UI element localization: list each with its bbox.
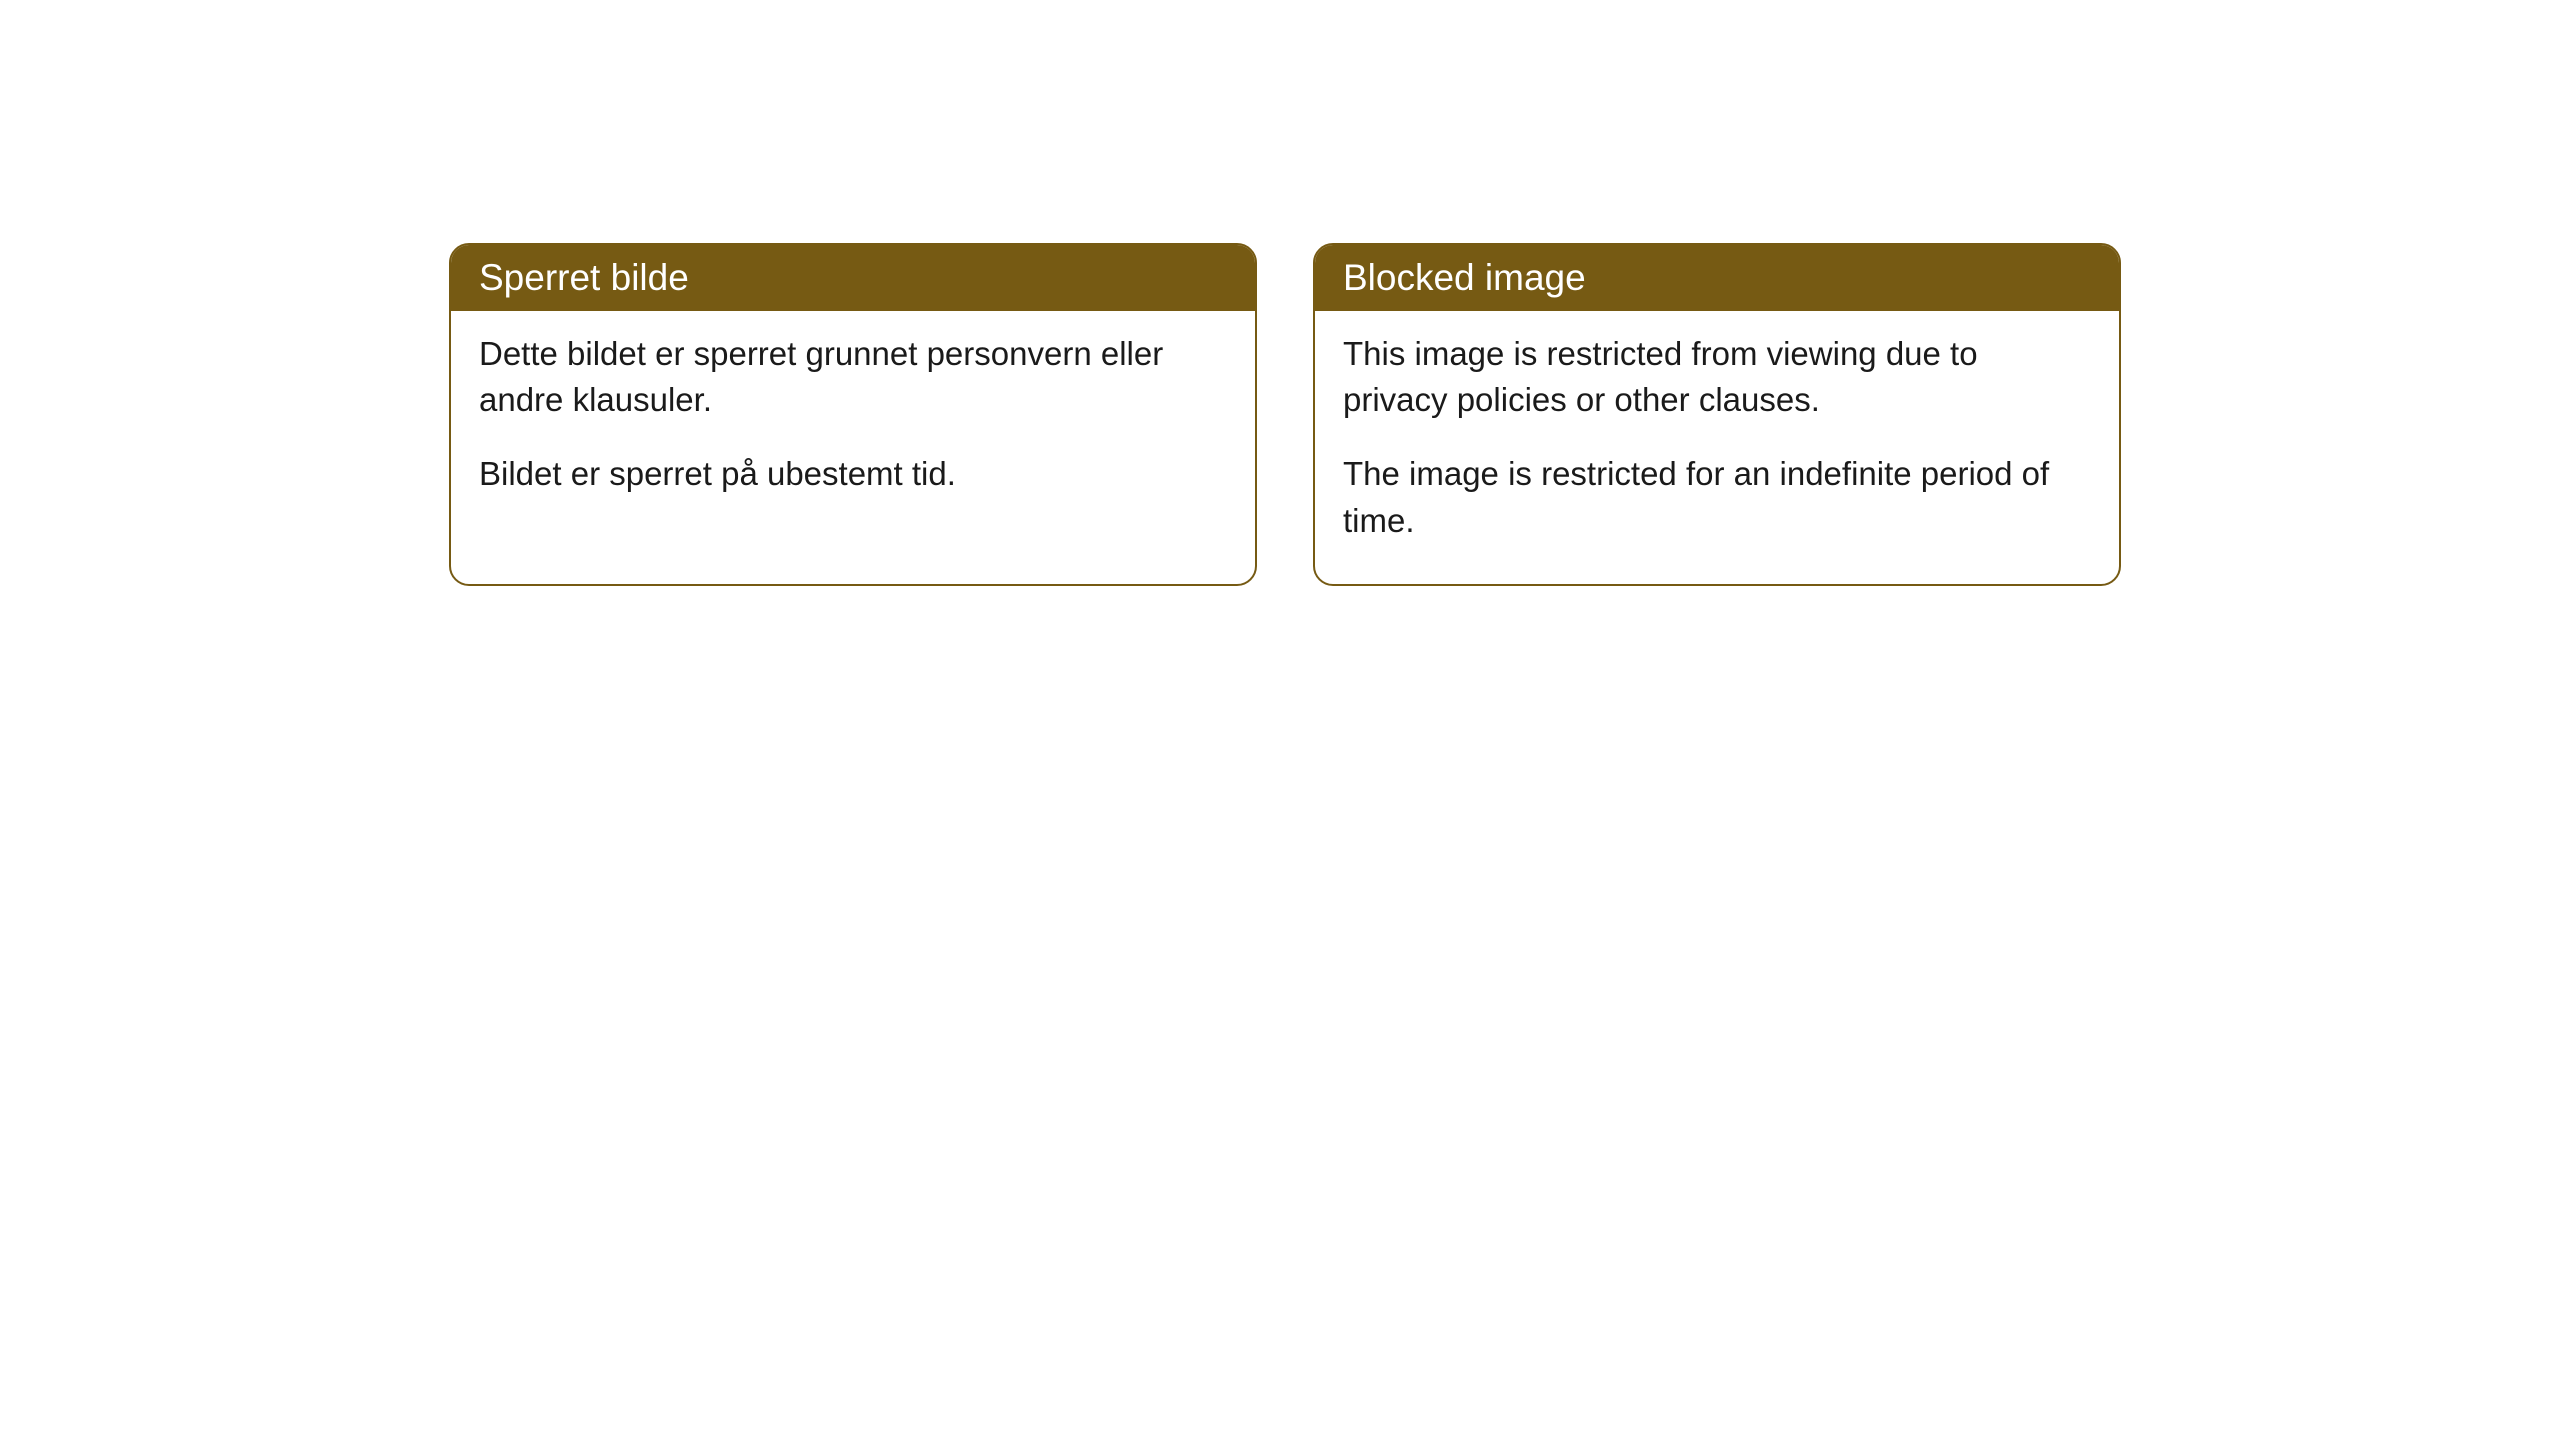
card-title: Blocked image <box>1343 257 1586 298</box>
card-paragraph: This image is restricted from viewing du… <box>1343 331 2091 423</box>
card-header: Blocked image <box>1315 245 2119 311</box>
card-paragraph: Dette bildet er sperret grunnet personve… <box>479 331 1227 423</box>
card-body: This image is restricted from viewing du… <box>1315 311 2119 584</box>
card-title: Sperret bilde <box>479 257 689 298</box>
notice-card-norwegian: Sperret bilde Dette bildet er sperret gr… <box>449 243 1257 586</box>
card-body: Dette bildet er sperret grunnet personve… <box>451 311 1255 538</box>
notice-cards-container: Sperret bilde Dette bildet er sperret gr… <box>449 243 2121 586</box>
card-paragraph: Bildet er sperret på ubestemt tid. <box>479 451 1227 497</box>
card-header: Sperret bilde <box>451 245 1255 311</box>
card-paragraph: The image is restricted for an indefinit… <box>1343 451 2091 543</box>
notice-card-english: Blocked image This image is restricted f… <box>1313 243 2121 586</box>
